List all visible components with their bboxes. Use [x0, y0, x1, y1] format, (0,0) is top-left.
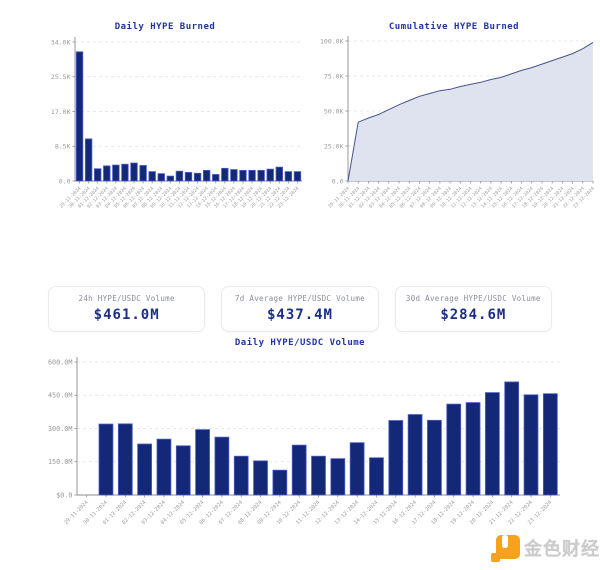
svg-text:75.0K: 75.0K — [324, 72, 344, 80]
daily-hype-usdc-volume-chart: Daily HYPE/USDC Volume $0.0 150.0M 300.0M 4… — [30, 336, 570, 554]
cumulative-burned-title: Cumulative HYPE Burned — [388, 22, 520, 32]
card-24h-volume-value: $461.0M — [93, 307, 160, 323]
card-30d-average-volume-label: 30d Average HYPE/USDC Volume — [405, 294, 541, 303]
daily-burned-title: Daily HYPE Burned — [114, 22, 216, 32]
svg-text:50.0K: 50.0K — [324, 107, 344, 115]
daily-volume-title: Daily HYPE/USDC Volume — [234, 338, 366, 348]
watermark: 金色财经 — [490, 533, 600, 563]
cumulative-burned-plot: 0.025.0K50.0K75.0K100.0K29-11-202430-11-… — [320, 36, 596, 209]
svg-text:300.0M: 300.0M — [48, 425, 73, 433]
stat-cards-row: 24h HYPE/USDC Volume $461.0M 7d Average … — [48, 286, 552, 332]
svg-text:150.0M: 150.0M — [48, 458, 73, 466]
svg-text:8.5K: 8.5K — [55, 143, 71, 151]
card-30d-average-volume: 30d Average HYPE/USDC Volume $284.6M — [394, 286, 552, 332]
card-7d-average-volume-label: 7d Average HYPE/USDC Volume — [234, 294, 365, 303]
card-7d-average-volume-value: $437.4M — [266, 307, 333, 323]
card-24h-volume: 24h HYPE/USDC Volume $461.0M — [48, 286, 206, 332]
svg-text:600.0M: 600.0M — [48, 358, 73, 366]
svg-text:17.0K: 17.0K — [51, 108, 71, 116]
svg-text:100.0K: 100.0K — [320, 37, 344, 45]
daily-burned-plot: 0.08.5K17.0K25.5K34.0K29-11-202430-11-20… — [51, 37, 302, 209]
svg-text:25.5K: 25.5K — [51, 73, 71, 81]
card-30d-average-volume-value: $284.6M — [440, 307, 507, 323]
card-24h-volume-label: 24h HYPE/USDC Volume — [78, 294, 175, 303]
card-7d-average-volume: 7d Average HYPE/USDC Volume $437.4M — [221, 286, 379, 332]
svg-text:$0.0: $0.0 — [56, 491, 72, 499]
daily-hype-burned-chart: Daily HYPE Burned 0.0 8.5K 17.0K 25.5K 34.0K… — [25, 20, 305, 250]
svg-text:450.0M: 450.0M — [48, 392, 73, 400]
svg-text:0.0: 0.0 — [59, 177, 71, 185]
svg-text:0.0: 0.0 — [332, 177, 344, 185]
svg-text:25.0K: 25.0K — [324, 142, 344, 150]
cumulative-hype-burned-chart: Cumulative HYPE Burned 0.0 25.0K 50.0K 75.0… — [308, 20, 600, 250]
jinse-finance-logo-icon — [491, 535, 520, 562]
daily-volume-plot: $0.0150.0M300.0M450.0M600.0M29-11-202430… — [48, 357, 560, 526]
watermark-text: 金色财经 — [524, 539, 600, 560]
svg-text:34.0K: 34.0K — [51, 38, 71, 46]
